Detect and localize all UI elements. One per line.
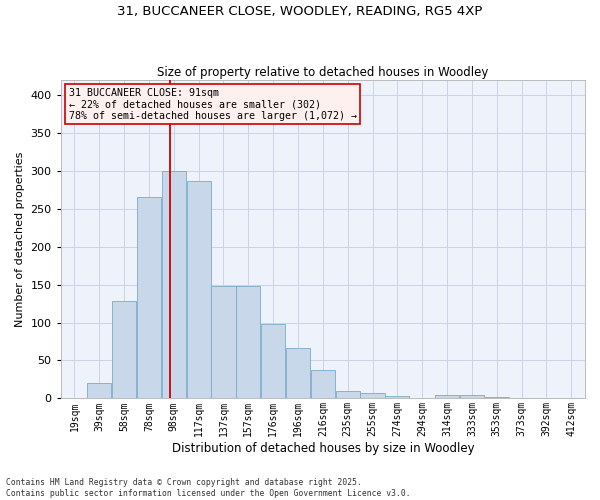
Bar (236, 286, 260, 399)
Bar (286, 348, 310, 399)
Bar (187, 180, 211, 398)
Bar (485, 397, 509, 398)
Bar (137, 198, 161, 398)
Bar (261, 324, 285, 398)
Bar (87, 383, 111, 398)
Text: Contains HM Land Registry data © Crown copyright and database right 2025.
Contai: Contains HM Land Registry data © Crown c… (6, 478, 410, 498)
X-axis label: Distribution of detached houses by size in Woodley: Distribution of detached houses by size … (172, 442, 474, 455)
Title: Size of property relative to detached houses in Woodley: Size of property relative to detached ho… (157, 66, 488, 78)
Bar (460, 396, 484, 398)
Bar (112, 302, 136, 398)
Bar (435, 394, 459, 398)
Bar (385, 396, 409, 398)
Bar (361, 393, 385, 398)
Text: 31 BUCCANEER CLOSE: 91sqm
← 22% of detached houses are smaller (302)
78% of semi: 31 BUCCANEER CLOSE: 91sqm ← 22% of detac… (68, 88, 356, 121)
Text: 31, BUCCANEER CLOSE, WOODLEY, READING, RG5 4XP: 31, BUCCANEER CLOSE, WOODLEY, READING, R… (118, 5, 482, 18)
Y-axis label: Number of detached properties: Number of detached properties (15, 152, 25, 326)
Bar (162, 170, 186, 398)
Bar (211, 286, 236, 399)
Bar (311, 370, 335, 398)
Bar (335, 391, 360, 398)
